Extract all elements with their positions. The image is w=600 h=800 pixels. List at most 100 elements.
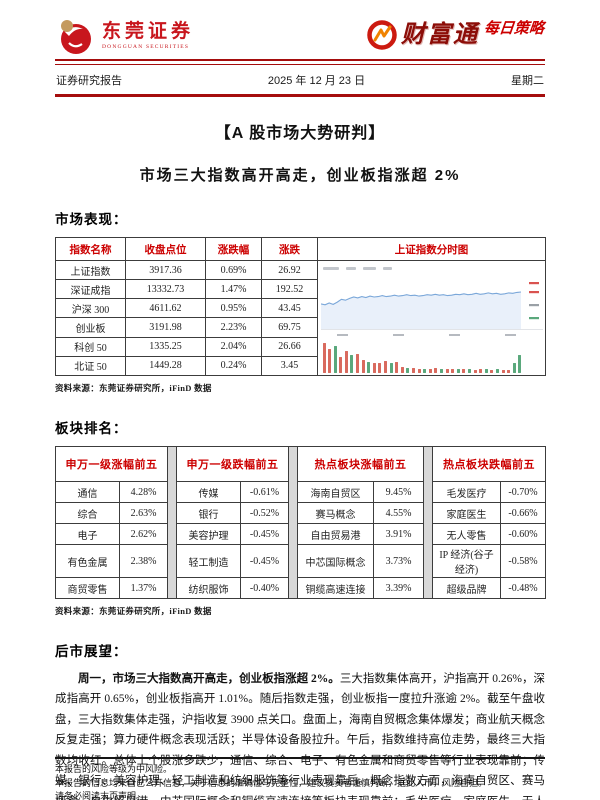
page-footer: 本报告的风险等级为中风险。 本报告的信息均来自已公开信息，关于信息的准确性与完整…	[55, 757, 545, 800]
cell-sector-value: -0.61%	[240, 481, 289, 503]
page-header: 东莞证券 DONGGUAN SECURITIES 财富通 每日策略	[55, 0, 545, 56]
table-spacer	[423, 446, 433, 599]
cell-sector-value: 2.62%	[119, 523, 168, 545]
cell-sector-value: 3.91%	[373, 523, 424, 545]
cell-sector-value: -0.48%	[500, 577, 546, 599]
cell-change-pct: 2.23%	[205, 317, 262, 338]
company-name: 东莞证券	[102, 21, 195, 43]
market-table: 指数名称 收盘点位 涨跌幅 涨跌 上证指数分时图 上证指数 3917.36 0.…	[55, 237, 546, 377]
cell-sector-name: 商贸零售	[55, 577, 120, 599]
product-tagline: 每日策略	[483, 20, 545, 37]
cell-sector-value: 4.55%	[373, 502, 424, 524]
intraday-chart-cell	[317, 260, 546, 376]
cell-sector-value: -0.52%	[240, 502, 289, 524]
table-row: 深证成指 13332.73 1.47% 192.52	[55, 279, 546, 300]
cell-index-name: 沪深 300	[55, 298, 126, 319]
chart-legend	[321, 263, 543, 274]
table-spacer	[288, 446, 298, 599]
intraday-chart	[320, 263, 543, 373]
cell-close: 13332.73	[125, 279, 206, 300]
cell-sector-name: 有色金属	[55, 544, 120, 578]
chart-price-line	[320, 282, 539, 329]
fortune-chart-icon	[367, 20, 397, 50]
cell-index-name: 创业板	[55, 317, 126, 338]
col-header-intraday-chart: 上证指数分时图	[317, 237, 546, 261]
cell-sector-name: 自由贸易港	[297, 523, 374, 545]
table-row: 综合 2.63% 银行 -0.52% 赛马概念 4.55% 家庭医生 -0.66…	[55, 502, 546, 524]
cell-sector-value: 2.63%	[119, 502, 168, 524]
data-source-note: 资料来源：东莞证券研究所，iFinD 数据	[55, 383, 212, 393]
table-row: 电子 2.62% 美容护理 -0.45% 自由贸易港 3.91% 无人零售 -0…	[55, 523, 546, 545]
cell-sector-name: 电子	[55, 523, 120, 545]
cell-sector-name: 传媒	[176, 481, 241, 503]
cell-sector-name: 综合	[55, 502, 120, 524]
table-row: 商贸零售 1.37% 纺织服饰 -0.40% 铜缆高速连接 3.39% 超级品牌…	[55, 577, 546, 599]
product-logo: 财富通 每日策略	[367, 16, 545, 50]
cell-close: 3191.98	[125, 317, 206, 338]
report-type-label: 证券研究报告	[56, 75, 122, 87]
footer-read-statement: 请务必阅读末页声明。	[55, 791, 146, 800]
col-header-change-pct: 涨跌幅	[205, 237, 262, 261]
company-name-en: DONGGUAN SECURITIES	[102, 43, 190, 50]
cell-sector-value: -0.60%	[500, 523, 546, 545]
report-weekday: 星期二	[510, 75, 544, 87]
header-rule-top	[55, 59, 545, 65]
market-table-header-row: 指数名称 收盘点位 涨跌幅 涨跌 上证指数分时图	[55, 237, 546, 261]
cell-close: 1449.28	[125, 355, 206, 377]
cell-close: 4611.62	[125, 298, 206, 319]
col-header-close: 收盘点位	[125, 237, 206, 261]
cell-change-pct: 1.47%	[205, 279, 262, 300]
cell-change: 192.52	[261, 279, 318, 300]
product-name: 财富通	[401, 21, 479, 48]
cell-sector-name: 家庭医生	[432, 502, 501, 524]
table-row: 上证指数 3917.36 0.69% 26.92	[55, 259, 546, 376]
table-row: 科创 50 1335.25 2.04% 26.66	[55, 336, 546, 357]
cell-sector-value: 9.45%	[373, 481, 424, 503]
cell-index-name: 上证指数	[55, 259, 126, 281]
cell-change-pct: 0.24%	[205, 355, 262, 377]
cell-sector-name: 毛发医疗	[432, 481, 501, 503]
chart-volume-bars	[321, 339, 543, 373]
cell-sector-name: 通信	[55, 481, 120, 503]
col-header-index-name: 指数名称	[55, 237, 126, 261]
cell-change: 69.75	[261, 317, 318, 338]
group-header-sw-losers: 申万一级跌幅前五	[176, 446, 289, 482]
cell-change-pct: 0.69%	[205, 259, 262, 281]
company-logo: 东莞证券 DONGGUAN SECURITIES	[55, 16, 194, 56]
section-heading-outlook: 后市展望：	[55, 644, 128, 659]
table-row: 创业板 3191.98 2.23% 69.75	[55, 317, 546, 338]
table-row: 通信 4.28% 传媒 -0.61% 海南自贸区 9.45% 毛发医疗 -0.7…	[55, 481, 546, 503]
cell-sector-value: 3.39%	[373, 577, 424, 599]
cell-sector-value: -0.70%	[500, 481, 546, 503]
footer-rule	[55, 757, 545, 759]
cell-change: 26.92	[261, 259, 318, 281]
company-logo-text: 东莞证券 DONGGUAN SECURITIES	[102, 22, 194, 50]
cell-sector-name: 无人零售	[432, 523, 501, 545]
page-subtitle: 市场三大指数高开高走，创业板指涨超 2%	[139, 167, 461, 184]
cell-index-name: 科创 50	[55, 336, 126, 357]
table-row: 有色金属 2.38% 轻工制造 -0.45% 中芯国际概念 3.73% IP 经…	[55, 544, 546, 578]
cell-sector-value: -0.40%	[240, 577, 289, 599]
group-header-hot-losers: 热点板块跌幅前五	[432, 446, 546, 482]
cell-index-name: 北证 50	[55, 355, 126, 377]
cell-sector-value: -0.45%	[240, 544, 289, 578]
cell-sector-value: -0.58%	[500, 544, 546, 578]
col-header-change: 涨跌	[261, 237, 318, 261]
cell-sector-name: 轻工制造	[176, 544, 241, 578]
cell-index-name: 深证成指	[55, 279, 126, 300]
cell-close: 1335.25	[125, 336, 206, 357]
section-heading-sector: 板块排名：	[55, 421, 128, 436]
outlook-lead: 周一，市场三大指数高开高走，创业板指涨超 2%。	[78, 673, 340, 685]
data-source-note: 资料来源：东莞证券研究所，iFinD 数据	[55, 606, 212, 616]
cell-change: 43.45	[261, 298, 318, 319]
cell-change: 3.45	[261, 355, 318, 377]
table-row: 北证 50 1449.28 0.24% 3.45	[55, 355, 546, 377]
cell-sector-name: 银行	[176, 502, 241, 524]
cell-sector-name: 海南自贸区	[297, 481, 374, 503]
group-header-hot-gainers: 热点板块涨幅前五	[297, 446, 424, 482]
footer-disclaimer: 本报告的信息均来自已公开信息，关于信息的准确性与完整性，建议投资者谨慎判断，据此…	[55, 777, 488, 788]
cell-sector-name: 美容护理	[176, 523, 241, 545]
header-rule-bottom	[55, 94, 545, 97]
cell-sector-value: 2.38%	[119, 544, 168, 578]
